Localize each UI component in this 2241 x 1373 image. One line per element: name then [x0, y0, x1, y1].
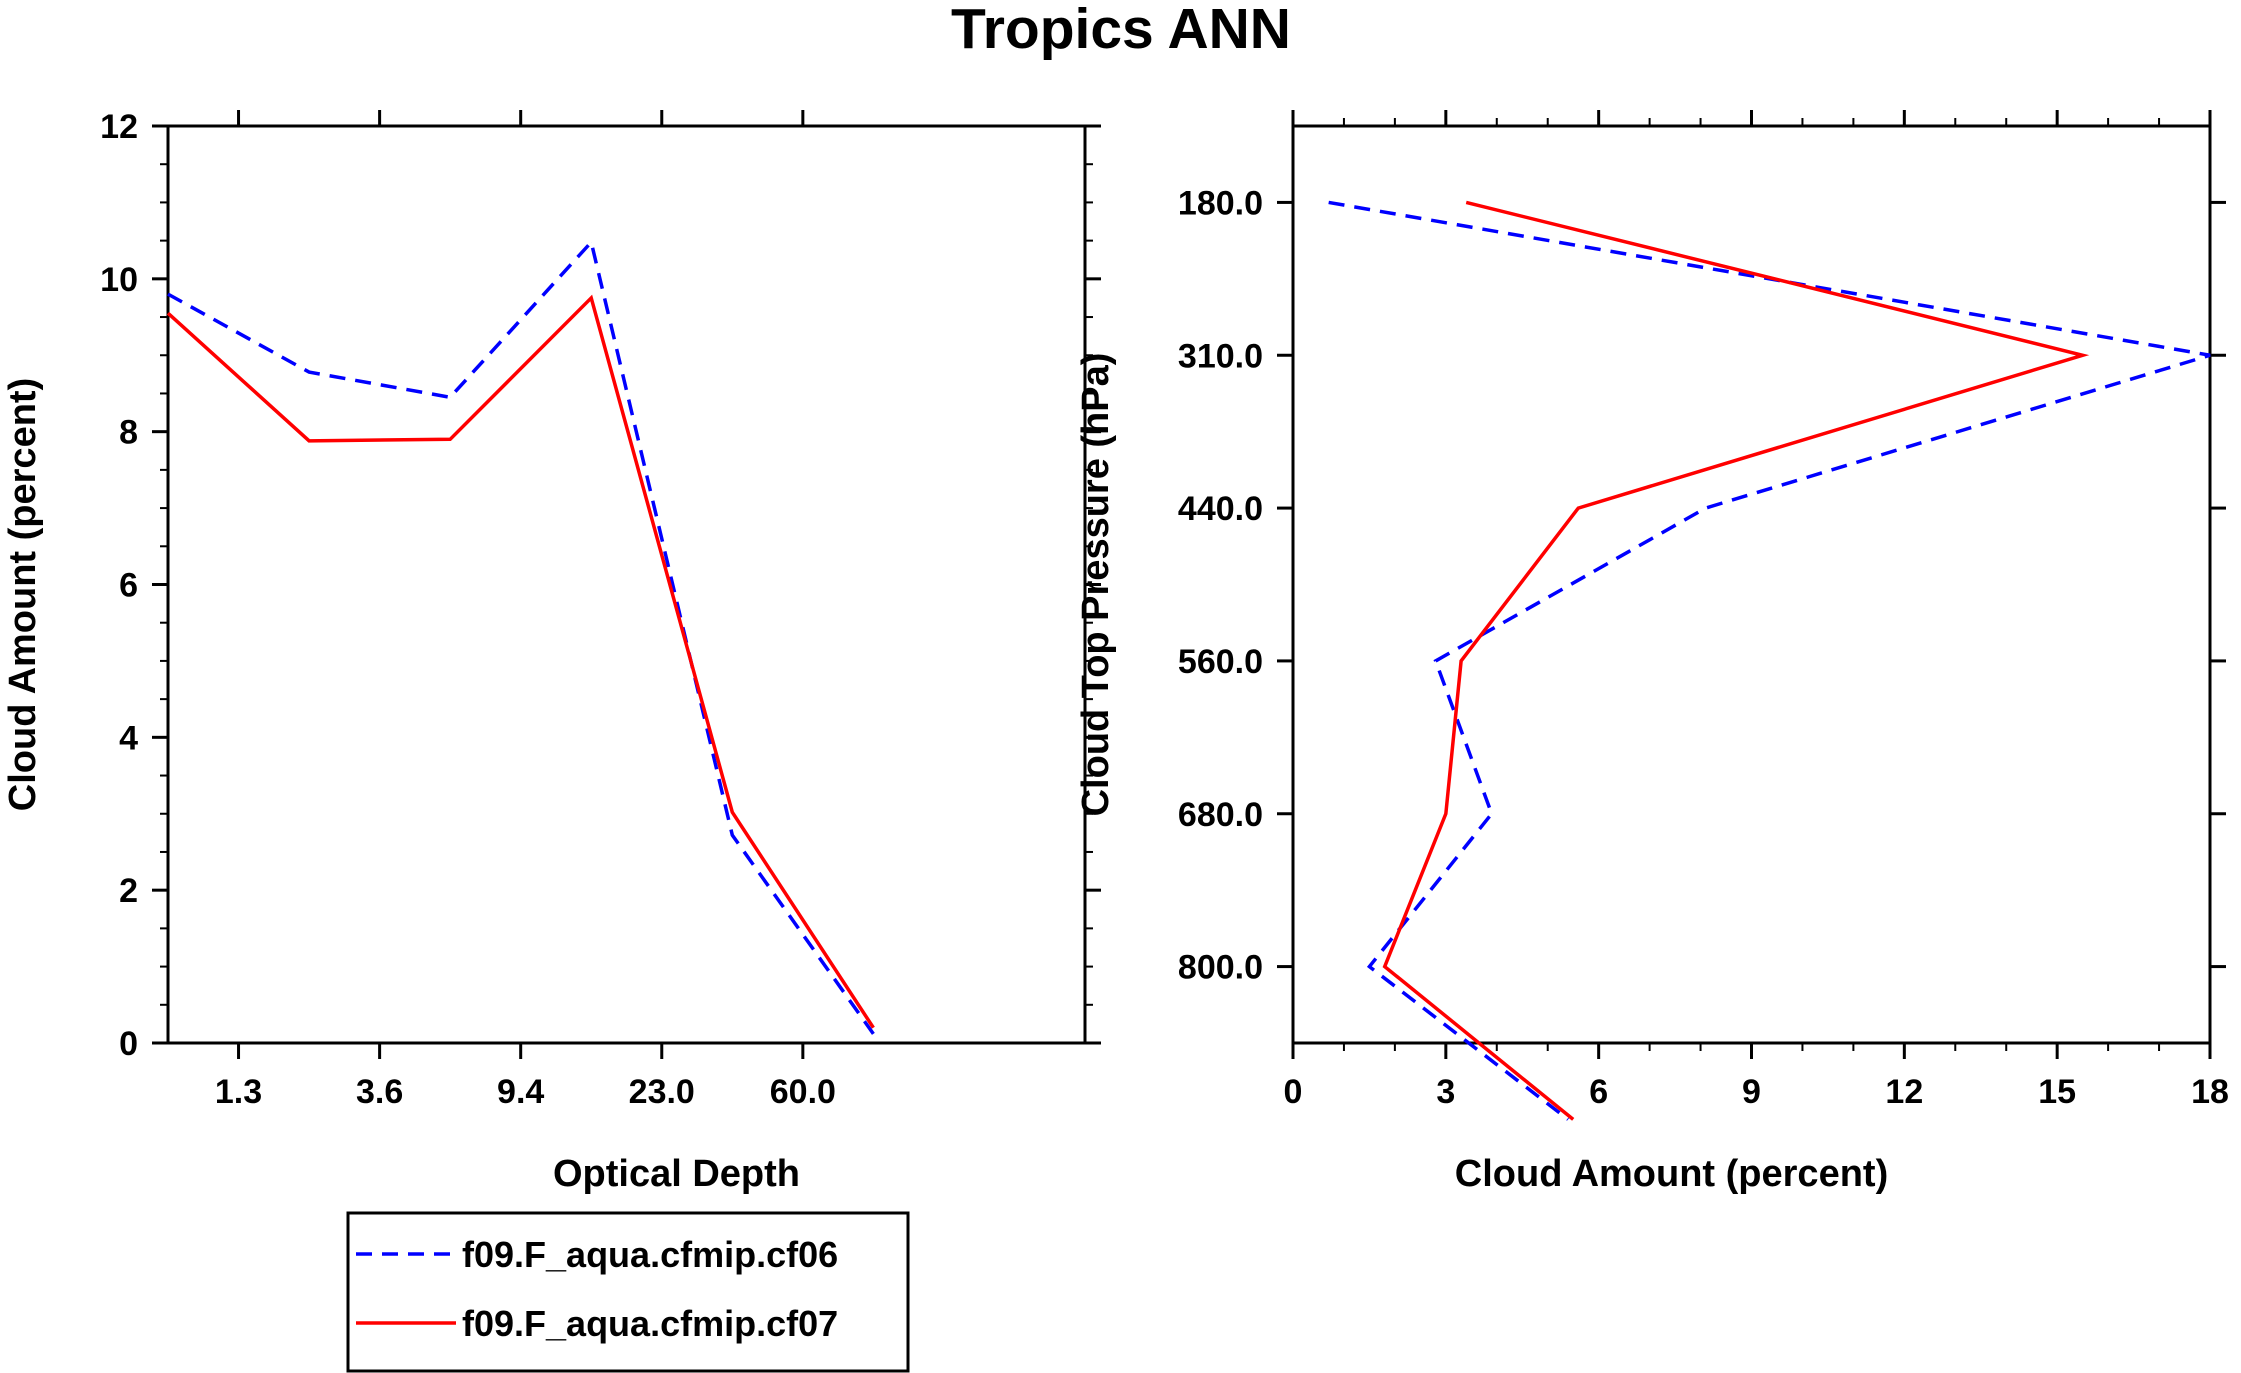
- left-x-tick-label: 9.4: [497, 1073, 544, 1111]
- legend: f09.F_aqua.cfmip.cf06 f09.F_aqua.cfmip.c…: [346, 1211, 910, 1373]
- left-y-tick-label: 0: [119, 1025, 138, 1063]
- legend-box: [346, 1211, 910, 1373]
- right-series-line-1: [1382, 200, 2090, 1121]
- legend-label-cf06: f09.F_aqua.cfmip.cf06: [462, 1234, 838, 1275]
- right-y-tick-label: 310.0: [1178, 337, 1263, 375]
- left-y-tick-label: 6: [119, 567, 138, 605]
- right-x-tick-label: 3: [1436, 1073, 1455, 1111]
- left-y-tick-label: 8: [119, 414, 138, 452]
- left-plot-frame: [166, 124, 1087, 1045]
- right-x-tick-label: 0: [1284, 1073, 1303, 1111]
- left-series-line-1: [166, 294, 875, 1029]
- left-x-tick-label: 23.0: [629, 1073, 695, 1111]
- right-x-tick-label: 9: [1742, 1073, 1761, 1111]
- left-y-tick-label: 4: [119, 719, 138, 757]
- right-panel-cloud-top-pressure: 0 3 6 9 12 15 18 180.0 310.0 440.0 560.0 680.0 800.0…: [1075, 110, 2229, 1195]
- right-x-tick-label: 15: [2038, 1073, 2076, 1111]
- left-y-tick-label: 2: [119, 872, 138, 910]
- left-x-axis-label: Optical Depth: [553, 1153, 800, 1195]
- right-y-tick-label: 440.0: [1178, 490, 1263, 528]
- right-x-tick-label: 6: [1589, 1073, 1608, 1111]
- right-y-tick-label: 680.0: [1178, 796, 1263, 834]
- right-x-tick-label: 18: [2191, 1073, 2229, 1111]
- left-series-line-0: [167, 238, 875, 1035]
- figure-title: Tropics ANN: [951, 0, 1291, 61]
- right-y-tick-label: 180.0: [1178, 184, 1263, 222]
- left-panel-optical-depth: 0 2 4 6 8 10 12 1.3 3.6 9.4 23.0 60.0 Optical Depth C…: [2, 108, 1101, 1195]
- right-x-axis-label: Cloud Amount (percent): [1455, 1153, 1888, 1195]
- legend-label-cf07: f09.F_aqua.cfmip.cf07: [462, 1303, 838, 1344]
- right-plot-frame: [1291, 124, 2212, 1045]
- right-y-tick-label: 560.0: [1178, 643, 1263, 681]
- left-x-tick-label: 60.0: [770, 1073, 836, 1111]
- left-y-tick-label: 10: [100, 261, 138, 299]
- left-x-tick-label: 1.3: [215, 1073, 262, 1111]
- right-x-tick-label: 12: [1885, 1073, 1923, 1111]
- left-y-tick-label: 12: [100, 108, 138, 146]
- right-y-axis-label: Cloud Top Pressure (hPa): [1075, 353, 1117, 817]
- left-y-axis-label: Cloud Amount (percent): [2, 378, 44, 811]
- right-y-tick-label: 800.0: [1178, 949, 1263, 987]
- left-x-tick-label: 3.6: [356, 1073, 403, 1111]
